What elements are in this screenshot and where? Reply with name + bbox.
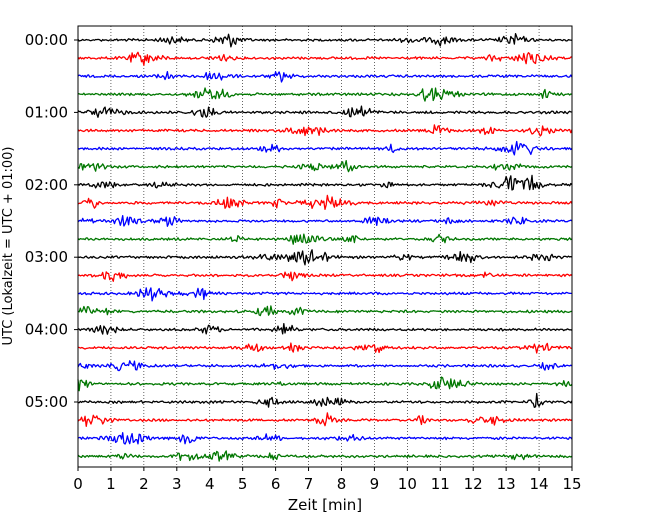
trace-15: [77, 305, 573, 317]
trace-6: [77, 140, 573, 156]
trace-2: [77, 71, 573, 83]
x-tick-label-8: 8: [337, 475, 347, 493]
trace-1: [77, 51, 573, 66]
trace-5: [77, 124, 573, 137]
trace-11: [77, 233, 573, 245]
x-tick-label-7: 7: [304, 475, 314, 493]
trace-20: [77, 392, 573, 408]
x-tick-label-3: 3: [172, 475, 182, 493]
x-axis-label: Zeit [min]: [288, 496, 362, 514]
y-tick-label-01:00: 01:00: [25, 103, 68, 121]
x-tick-label-12: 12: [464, 475, 483, 493]
trace-19: [77, 376, 573, 392]
y-tick-label-03:00: 03:00: [25, 248, 68, 266]
trace-23: [77, 450, 573, 462]
trace-17: [77, 342, 573, 354]
x-tick-label-13: 13: [497, 475, 516, 493]
x-tick-label-11: 11: [431, 475, 450, 493]
y-tick-label-04:00: 04:00: [25, 321, 68, 339]
y-tick-label-02:00: 02:00: [25, 176, 68, 194]
x-tick-label-9: 9: [370, 475, 380, 493]
x-tick-label-5: 5: [238, 475, 248, 493]
trace-10: [77, 214, 573, 227]
trace-7: [77, 159, 573, 173]
trace-8: [77, 174, 573, 191]
x-tick-label-2: 2: [139, 475, 149, 493]
x-tick-label-14: 14: [530, 475, 549, 493]
trace-4: [77, 105, 573, 118]
y-tick-label-05:00: 05:00: [25, 393, 68, 411]
trace-9: [77, 194, 573, 211]
x-tick-label-1: 1: [106, 475, 116, 493]
x-tick-label-4: 4: [205, 475, 215, 493]
trace-21: [77, 412, 573, 427]
x-axis-ticks: 0 1 2 3 4 5 6 7 8 9 10 11 12 13 14 15: [73, 467, 582, 493]
x-tick-label-10: 10: [398, 475, 417, 493]
trace-0: [77, 32, 573, 48]
trace-16: [77, 322, 573, 335]
x-tick-label-6: 6: [271, 475, 281, 493]
trace-12: [77, 249, 573, 266]
trace-14: [77, 287, 573, 302]
y-axis-ticks: 00:00 01:00 02:00 03:00 04:00 05:00: [25, 31, 78, 411]
trace-3: [77, 87, 573, 102]
trace-22: [77, 432, 573, 445]
x-tick-label-15: 15: [562, 475, 581, 493]
y-axis-label: UTC (Lokalzeit = UTC + 01:00): [1, 147, 16, 346]
seismogram-traces: [77, 32, 573, 462]
trace-18: [77, 360, 573, 372]
y-tick-label-00:00: 00:00: [25, 31, 68, 49]
trace-13: [77, 271, 573, 282]
x-tick-label-0: 0: [73, 475, 83, 493]
plot-frame: [77, 25, 573, 468]
